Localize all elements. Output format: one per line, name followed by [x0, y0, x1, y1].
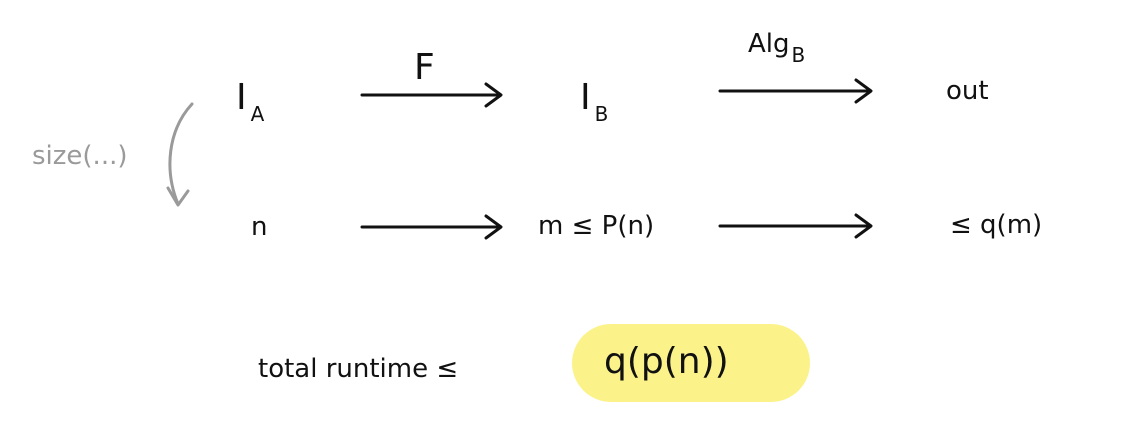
total-runtime-label: total runtime ≤	[258, 354, 459, 384]
edge-alg-main: Alg	[748, 29, 790, 59]
arrow-f	[360, 82, 503, 108]
edge-f-label: F	[414, 47, 435, 88]
size-label: size(...)	[32, 141, 128, 171]
edge-alg-label: Alg B	[748, 29, 805, 65]
node-m: m ≤ P(n)	[538, 211, 655, 241]
node-ia-sub: A	[250, 102, 265, 126]
node-n: n	[251, 212, 268, 242]
arrow-n-to-m	[360, 214, 503, 240]
result-highlight	[572, 324, 810, 402]
total-runtime-value: q(p(n))	[604, 341, 729, 382]
node-ib-sub: B	[594, 102, 609, 126]
edge-alg-sub: B	[791, 43, 806, 67]
node-ib-main: I	[580, 77, 591, 118]
node-ia-main: I	[236, 77, 247, 118]
node-out: out	[946, 76, 989, 106]
arrow-m-to-q	[718, 213, 873, 239]
node-q: ≤ q(m)	[950, 210, 1043, 240]
size-arrow	[166, 102, 194, 207]
arrow-alg	[718, 78, 873, 104]
